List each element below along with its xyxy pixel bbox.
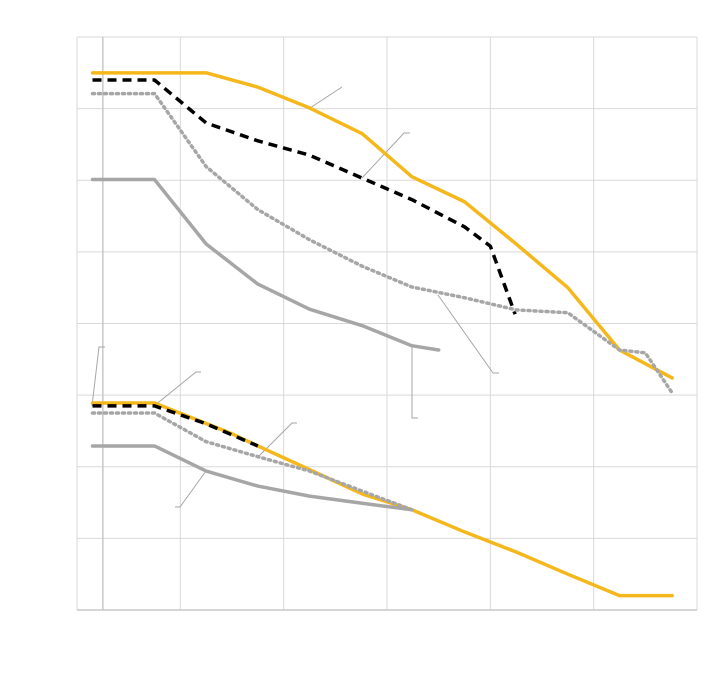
series-line-0 <box>90 71 674 380</box>
annotation-leader-line <box>91 346 105 407</box>
series-line-7 <box>90 444 414 512</box>
annotation-leader-line <box>437 294 499 374</box>
annotation-leader-line <box>257 422 297 458</box>
series-line-1 <box>92 78 517 315</box>
annotation-leader-line <box>153 371 201 407</box>
annotation-leader-line <box>175 470 207 508</box>
annotation-leader-line <box>309 86 343 109</box>
series-line-5 <box>92 404 259 448</box>
series-line-2 <box>90 91 674 395</box>
annotation-leader-line <box>411 346 418 419</box>
series-line-6 <box>90 411 414 512</box>
annotation-leader-line <box>361 132 410 179</box>
series-line-3 <box>90 177 441 352</box>
